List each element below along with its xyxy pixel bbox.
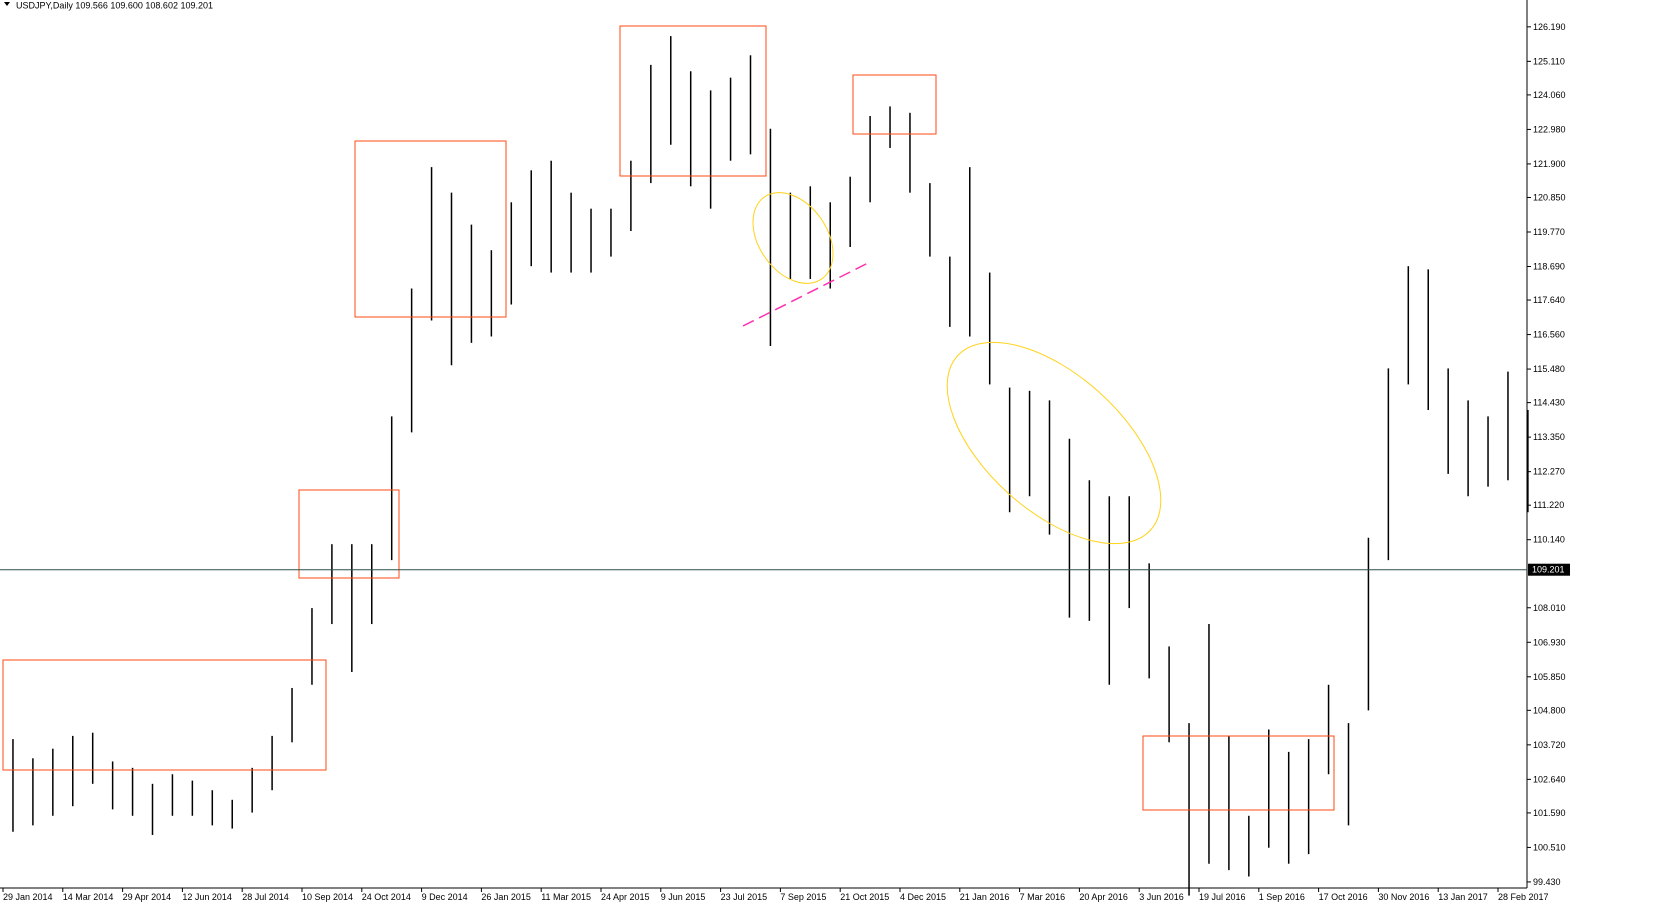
y-tick-label: 110.140 [1533, 535, 1565, 545]
y-tick-label: 118.690 [1533, 261, 1565, 271]
y-tick-label: 104.800 [1533, 705, 1566, 715]
x-tick-label: 7 Sep 2015 [780, 892, 826, 902]
y-tick-label: 108.010 [1533, 603, 1566, 613]
y-tick-label: 120.850 [1533, 192, 1566, 202]
x-tick-label: 9 Jun 2015 [661, 892, 706, 902]
y-tick-label: 102.640 [1533, 774, 1566, 784]
x-tick-label: 20 Apr 2016 [1079, 892, 1128, 902]
y-tick-label: 119.770 [1533, 227, 1565, 237]
x-tick-label: 14 Mar 2014 [63, 892, 114, 902]
ellipse [752, 192, 834, 284]
x-tick-label: 12 Jun 2014 [182, 892, 232, 902]
x-tick-label: 13 Jan 2017 [1438, 892, 1488, 902]
x-tick-label: 4 Dec 2015 [900, 892, 946, 902]
box [298, 489, 400, 579]
trend-line [742, 262, 869, 327]
x-tick-label: 17 Oct 2016 [1319, 892, 1368, 902]
x-tick-label: 29 Jan 2014 [3, 892, 53, 902]
box [1142, 735, 1335, 811]
y-tick-label: 105.850 [1533, 672, 1566, 682]
ellipse [946, 341, 1162, 545]
chart-title: USDJPY,Daily 109.566 109.600 108.602 109… [16, 0, 213, 10]
y-tick-label: 117.640 [1533, 295, 1565, 305]
box [619, 25, 767, 177]
x-tick-label: 24 Oct 2014 [362, 892, 411, 902]
x-tick-label: 1 Sep 2016 [1259, 892, 1305, 902]
x-tick-label: 28 Jul 2014 [242, 892, 289, 902]
bars [12, 36, 1529, 896]
x-tick-label: 24 Apr 2015 [601, 892, 650, 902]
x-tick-label: 19 Jul 2016 [1199, 892, 1246, 902]
y-tick-label: 125.110 [1533, 56, 1565, 66]
y-tick-label: 114.430 [1533, 398, 1565, 408]
x-tick-label: 28 Feb 2017 [1498, 892, 1549, 902]
price-label-box [1528, 563, 1570, 576]
x-tick-label: 21 Jan 2016 [960, 892, 1010, 902]
x-tick-label: 26 Jan 2015 [481, 892, 531, 902]
y-tick-label: 101.590 [1533, 808, 1566, 818]
price-label: 109.201 [1532, 565, 1565, 575]
x-tick-label: 3 Jun 2016 [1139, 892, 1184, 902]
x-tick-label: 9 Dec 2014 [422, 892, 468, 902]
box [852, 74, 937, 135]
x-tick-label: 21 Oct 2015 [840, 892, 889, 902]
y-tick-label: 103.720 [1533, 740, 1566, 750]
y-tick-label: 115.480 [1533, 364, 1565, 374]
y-tick-label: 112.270 [1533, 467, 1565, 477]
box [2, 659, 327, 771]
x-tick-label: 7 Mar 2016 [1020, 892, 1066, 902]
box [354, 140, 507, 318]
x-tick-label: 11 Mar 2015 [541, 892, 591, 902]
y-tick-label: 111.220 [1533, 500, 1564, 510]
y-tick-label: 113.350 [1533, 432, 1565, 442]
menu-arrow [4, 2, 10, 6]
y-tick-label: 99.430 [1533, 877, 1561, 887]
y-tick-label: 106.930 [1533, 637, 1566, 647]
y-tick-label: 121.900 [1533, 159, 1566, 169]
y-tick-label: 100.510 [1533, 842, 1566, 852]
x-tick-label: 29 Apr 2014 [123, 892, 172, 902]
y-tick-label: 122.980 [1533, 124, 1566, 134]
x-tick-label: 23 Jul 2015 [721, 892, 768, 902]
y-tick-label: 126.190 [1533, 22, 1566, 32]
x-tick-label: 10 Sep 2014 [302, 892, 353, 902]
annotations [2, 25, 1335, 811]
y-tick-label: 116.560 [1533, 330, 1565, 340]
x-tick-label: 30 Nov 2016 [1378, 892, 1429, 902]
y-tick-label: 124.060 [1533, 90, 1566, 100]
